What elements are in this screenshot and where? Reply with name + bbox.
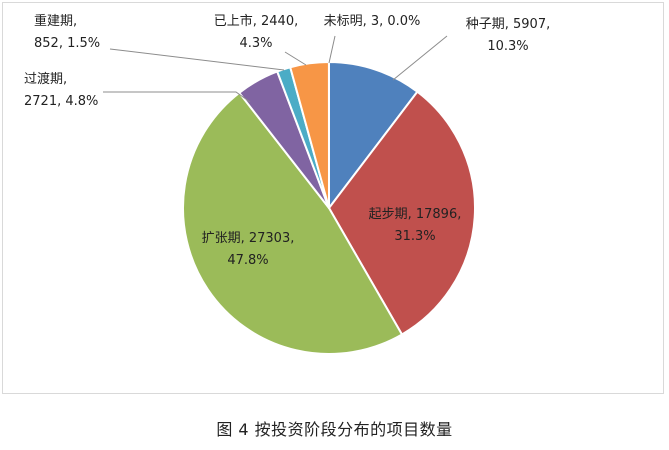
data-label-4: 过渡期, 2721, 4.8%: [24, 71, 98, 109]
data-label-1: 种子期, 5907, 10.3%: [466, 17, 550, 54]
data-label-6: 已上市, 2440, 4.3%: [214, 13, 298, 51]
leader-line-5: [109, 48, 285, 71]
data-label-7: 未标明, 3, 0.0%: [324, 14, 421, 29]
data-label-5: 重建期, 852, 1.5%: [34, 13, 100, 51]
pie-slice-3: [182, 91, 403, 355]
leader-line-7: [328, 35, 336, 64]
chart-frame: [2, 2, 664, 394]
pie-slice-1: [328, 61, 419, 209]
leader-line-4: [103, 91, 251, 103]
data-label-3: 扩张期, 27303, 47.8%: [202, 231, 295, 268]
pie-slice-2: [328, 90, 476, 336]
data-label-2: 起步期, 17896, 31.3%: [369, 207, 462, 244]
leader-line-1: [392, 35, 448, 81]
leader-line-6: [284, 51, 307, 66]
figure-caption: 图 4 按投资阶段分布的项目数量: [216, 420, 453, 439]
pie-chart: 种子期, 5907, 10.3% 起步期, 17896, 31.3% 扩张期, 2730…: [24, 13, 550, 355]
